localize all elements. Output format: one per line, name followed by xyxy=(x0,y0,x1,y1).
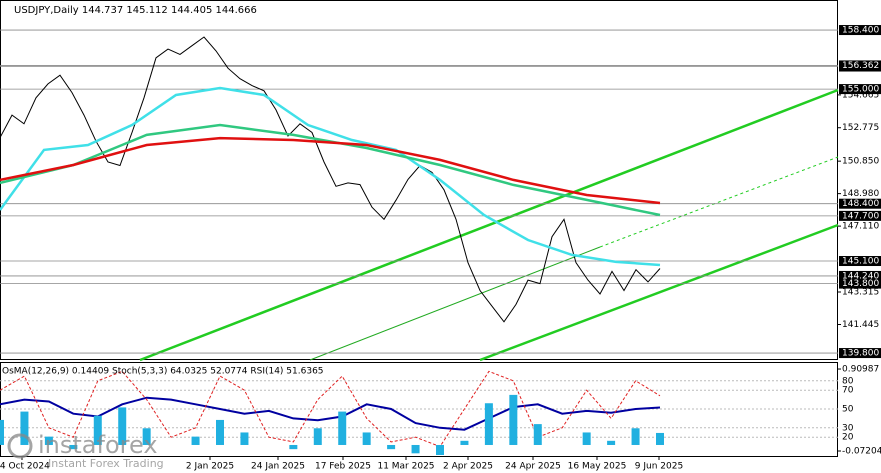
osma-bar xyxy=(313,428,322,445)
osma-bar xyxy=(582,432,591,445)
level-box xyxy=(839,348,881,359)
y-tick-label: 30 xyxy=(842,423,854,433)
osma-bar xyxy=(387,444,396,450)
moving-average xyxy=(0,136,661,205)
osma-bar xyxy=(509,394,518,445)
osma-bar xyxy=(533,424,542,445)
x-tick-label: 2 Apr 2025 xyxy=(443,462,493,472)
x-tick-label: 24 Oct 2024 xyxy=(0,462,50,472)
level-label: 139.800 xyxy=(842,349,879,359)
level-box xyxy=(839,256,881,267)
y2-tick-label: 0.90987 xyxy=(842,365,879,375)
level-box xyxy=(839,270,881,281)
osma-bar xyxy=(142,428,151,445)
osma-bar xyxy=(216,419,224,445)
y-tick-label: 70 xyxy=(842,386,854,396)
osma-bar xyxy=(289,444,298,450)
y-tick-label: 150.850 xyxy=(842,157,879,167)
logo-sub: Instant Forex Trading xyxy=(48,457,164,470)
osma-bar xyxy=(93,415,102,445)
trend-mid-ext xyxy=(599,156,839,248)
indicator-title: OsMA(12,26,9) 0.14409 Stoch(5,3,3) 64.03… xyxy=(2,367,324,377)
x-tick-label: 9 Jun 2025 xyxy=(635,462,683,472)
y-tick-label: 147.110 xyxy=(842,222,879,232)
logo xyxy=(7,433,33,459)
level-label: 145.100 xyxy=(842,257,879,267)
level-box xyxy=(839,84,881,95)
level-box xyxy=(839,25,881,36)
osma-bar xyxy=(484,403,493,445)
osma-bar xyxy=(44,436,53,445)
stoch-line xyxy=(0,370,661,448)
osma-bar xyxy=(0,419,4,445)
watermark: instaforex Instant Forex Trading xyxy=(7,431,164,470)
level-label: 158.400 xyxy=(842,26,879,36)
y2-tick-label: -0.07204 xyxy=(842,446,881,456)
level-label: 143.800 xyxy=(842,279,879,289)
osma-bar xyxy=(460,440,469,445)
osma-bar xyxy=(656,432,664,445)
logo-text: instaforex xyxy=(38,431,158,459)
x-tick-label: 11 Mar 2025 xyxy=(377,462,434,472)
osma-bar xyxy=(118,407,127,445)
osma-bar xyxy=(631,428,640,445)
y-tick-label: 141.445 xyxy=(842,320,879,330)
osma-bar xyxy=(191,436,200,445)
osma-bar xyxy=(240,432,249,445)
osma-bar xyxy=(411,444,420,454)
osma-bar xyxy=(607,440,616,445)
y-tick-label: 148.980 xyxy=(842,189,879,199)
osma-bar xyxy=(20,411,29,445)
osma-bar xyxy=(362,432,371,445)
x-tick-label: 17 Feb 2025 xyxy=(315,462,371,472)
level-label: 155.000 xyxy=(842,85,879,95)
x-tick-label: 2 Jan 2025 xyxy=(186,462,234,472)
trend-channel-upper xyxy=(139,88,839,362)
y-tick-label: 20 xyxy=(842,433,854,443)
level-label: 144.240 xyxy=(842,271,879,281)
level-box xyxy=(839,60,881,71)
level-label: 156.362 xyxy=(842,61,879,71)
rsi-line xyxy=(0,396,661,431)
y-tick-label: 80 xyxy=(842,376,854,386)
y-tick-label: 50 xyxy=(842,405,854,415)
osma-bar xyxy=(69,444,78,450)
level-label: 148.400 xyxy=(842,199,879,209)
price-line xyxy=(0,36,661,323)
y-tick-label: 154.665 xyxy=(842,90,879,100)
y-tick-label: 143.315 xyxy=(842,288,879,298)
x-tick-label: 16 May 2025 xyxy=(568,462,627,472)
x-tick-label: 24 Jan 2025 xyxy=(251,462,305,472)
level-box xyxy=(839,210,881,221)
level-box xyxy=(839,278,881,289)
x-tick-label: 24 Apr 2025 xyxy=(505,462,561,472)
trend-channel-lower xyxy=(479,223,839,362)
osma-bar xyxy=(436,444,444,455)
moving-average xyxy=(0,86,661,267)
trend-mid xyxy=(309,246,601,361)
osma-bar xyxy=(338,411,347,445)
level-label: 147.700 xyxy=(842,211,879,221)
y-tick-label: 152.775 xyxy=(842,123,879,133)
chart-title: USDJPY,Daily 144.737 145.112 144.405 144… xyxy=(14,5,257,16)
level-box xyxy=(839,198,881,209)
